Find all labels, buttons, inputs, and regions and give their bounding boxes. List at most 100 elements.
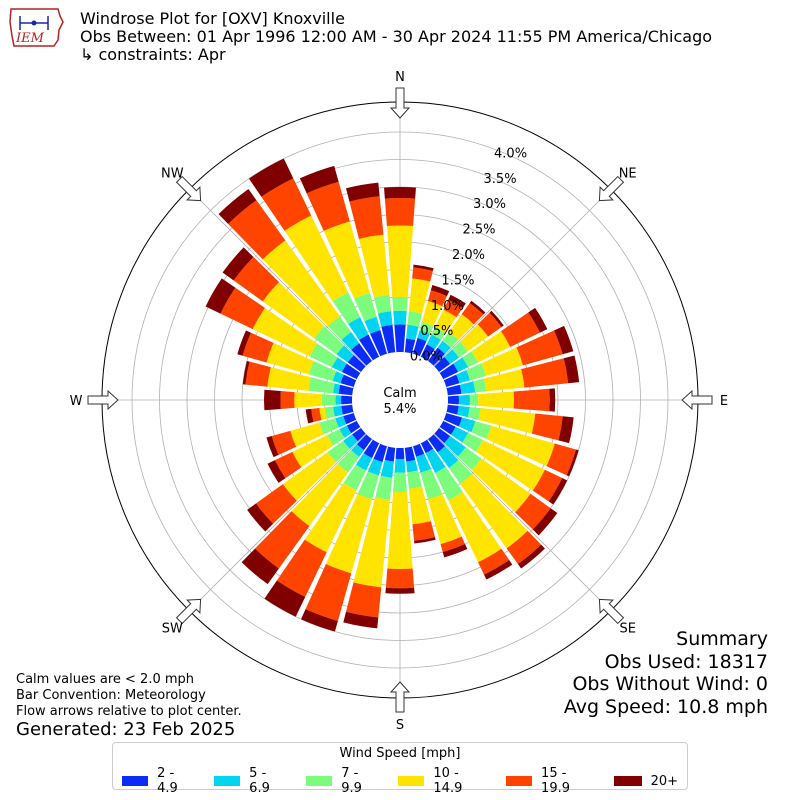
convention-note: Bar Convention: Meteorology	[16, 688, 206, 703]
wind-bar-segment	[332, 371, 344, 384]
arrows-note: Flow arrows relative to plot center.	[16, 704, 242, 719]
wind-bar-segment	[357, 471, 379, 500]
wind-bar-segment	[248, 158, 294, 197]
wind-bar-segment	[282, 452, 337, 501]
wind-bar-segment	[346, 420, 361, 434]
wind-bar-segment	[412, 267, 433, 282]
wind-bar-segment	[427, 290, 447, 307]
wind-bar-segment	[356, 434, 372, 451]
wind-bar-segment	[446, 404, 459, 415]
wind-bar-segment	[447, 395, 459, 405]
grid-spoke	[433, 433, 612, 612]
wind-bar-segment	[341, 363, 361, 380]
wind-bar-segment	[294, 392, 322, 408]
wind-bar-segment	[387, 491, 413, 569]
compass-label: E	[720, 394, 728, 409]
wind-bar-segment	[392, 296, 408, 312]
compass-label: SE	[619, 622, 635, 637]
wind-bar-segment	[476, 439, 545, 491]
wind-bar-segment	[351, 444, 364, 457]
wind-bar-segment	[384, 446, 396, 462]
wind-bar-segment	[252, 307, 318, 357]
wind-bar-segment	[532, 469, 563, 502]
chart-subtitle: Obs Between: 01 Apr 1996 12:00 AM - 30 A…	[80, 27, 713, 46]
wind-bar-segment	[440, 536, 466, 553]
wind-bar-segment	[343, 464, 367, 491]
wind-bar-segment	[563, 355, 580, 384]
wind-bar-segment	[448, 314, 474, 341]
calm-note: Calm values are < 2.0 mph	[16, 672, 195, 687]
wind-bar-segment	[377, 311, 393, 327]
wind-bar-segment	[364, 316, 381, 334]
flow-arrow-icon	[87, 389, 119, 411]
wind-bar-segment	[359, 334, 380, 361]
wind-bar-segment	[280, 391, 295, 409]
wind-bar-segment	[427, 493, 462, 545]
legend-label: 5 - 6.9	[249, 766, 270, 796]
legend-swatch	[398, 776, 425, 786]
iowa-state-outline-icon: IEM	[9, 8, 64, 47]
wind-bar-segment	[384, 197, 416, 226]
compass-label: NW	[161, 166, 184, 181]
wind-bar-segment	[346, 182, 380, 202]
wind-bar-segment	[466, 363, 486, 381]
wind-bar-segment	[381, 324, 396, 354]
wind-bar-segment	[205, 278, 236, 314]
wind-bar-segment	[353, 497, 391, 588]
wind-bar-segment	[343, 434, 358, 449]
radial-tick-label: 3.0%	[473, 197, 506, 212]
wind-bar-segment	[407, 311, 423, 327]
wind-bar-segment	[255, 511, 310, 569]
summary-obs-used: Obs Used: 18317	[604, 650, 768, 673]
wind-bar-segment	[242, 360, 250, 385]
wind-bar-segment	[478, 391, 514, 409]
wind-bar-segment	[341, 331, 360, 350]
legend-label: 20+	[650, 773, 678, 789]
compass-label: N	[395, 70, 405, 85]
wind-bar-segment	[481, 347, 523, 376]
summary-block: Summary Obs Used: 18317 Obs Without Wind…	[564, 628, 768, 718]
wind-bar-segment	[308, 361, 337, 382]
wind-bar-segment	[339, 425, 352, 438]
wind-bar-segment	[394, 324, 406, 353]
wind-bar-segment	[352, 428, 366, 442]
wind-bar-segment	[451, 426, 469, 443]
wind-bar-segment	[292, 435, 334, 468]
legend-item: 2 - 4.9	[122, 766, 196, 796]
wind-bar-segment	[393, 472, 407, 492]
wind-bar-segment	[263, 389, 281, 411]
wind-bar-segment	[415, 453, 432, 473]
legend-item: 15 - 19.9	[505, 766, 596, 796]
wind-bar-segment	[420, 344, 435, 361]
wind-bar-segment	[442, 544, 468, 558]
wind-bar-segment	[314, 326, 344, 355]
wind-bar-segment	[332, 292, 361, 324]
wind-bar-segment	[319, 418, 339, 435]
wind-bar-segment	[299, 165, 339, 194]
grid-spoke	[433, 188, 612, 367]
wind-bar-segment	[437, 446, 459, 469]
wind-bar-segment	[355, 453, 373, 471]
grid-spoke	[188, 188, 367, 367]
compass-label: S	[396, 718, 404, 733]
wind-bar-segment	[333, 383, 341, 394]
wind-bar-segment	[311, 408, 322, 423]
wind-bar-segment	[413, 264, 434, 271]
wind-bar-segment	[384, 187, 416, 199]
wind-bar-segment	[444, 436, 466, 457]
wind-bar-segment	[521, 358, 569, 388]
wind-bar-segment	[324, 406, 335, 419]
wind-bar-segment	[354, 292, 377, 322]
radial-tick-label: 2.0%	[452, 248, 485, 263]
wind-bar-segment	[349, 196, 384, 239]
chart-title-block: Windrose Plot for [OXV] Knoxville Obs Be…	[80, 10, 712, 64]
wind-bar-segment	[264, 580, 306, 617]
radial-tick-label: 4.0%	[494, 146, 527, 161]
wind-bar-segment	[421, 300, 443, 327]
wind-bar-segment	[448, 491, 502, 563]
wind-bar-segment	[256, 484, 297, 524]
wind-bar-segment	[478, 408, 536, 434]
wind-bar-segment	[228, 200, 286, 260]
notes-block: Calm values are < 2.0 mph Bar Convention…	[16, 672, 242, 720]
wind-bar-segment	[517, 544, 545, 569]
